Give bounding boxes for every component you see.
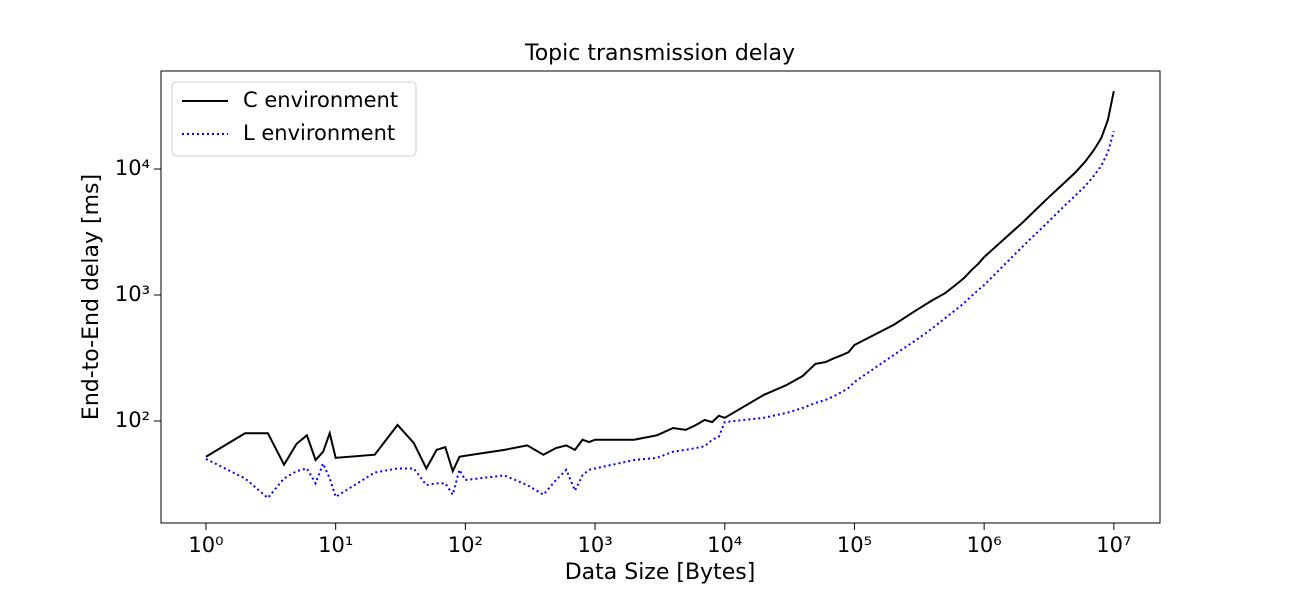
x-tick-label: 10⁴	[707, 533, 742, 557]
legend-label: L environment	[243, 121, 395, 145]
x-tick-label: 10⁶	[967, 533, 1002, 557]
x-tick-label: 10²	[448, 533, 483, 557]
series-line	[205, 90, 1115, 474]
x-tick-label: 10⁰	[188, 533, 223, 557]
x-axis-label: Data Size [Bytes]	[565, 560, 756, 585]
x-tick-label: 10⁷	[1096, 533, 1131, 557]
plot-frame	[160, 70, 1161, 524]
y-axis-label: End-to-End delay [ms]	[79, 174, 104, 420]
series-line	[205, 130, 1115, 500]
x-tick-label: 10¹	[318, 533, 353, 557]
x-tick-label: 10⁵	[837, 533, 872, 557]
x-tick-label: 10³	[577, 533, 612, 557]
y-tick-label: 10²	[115, 408, 150, 432]
y-tick-label: 10⁴	[115, 156, 150, 180]
y-tick-label: 10³	[115, 282, 150, 306]
legend-label: C environment	[243, 88, 398, 112]
legend-box	[171, 81, 417, 157]
chart-title: Topic transmission delay	[524, 41, 795, 66]
